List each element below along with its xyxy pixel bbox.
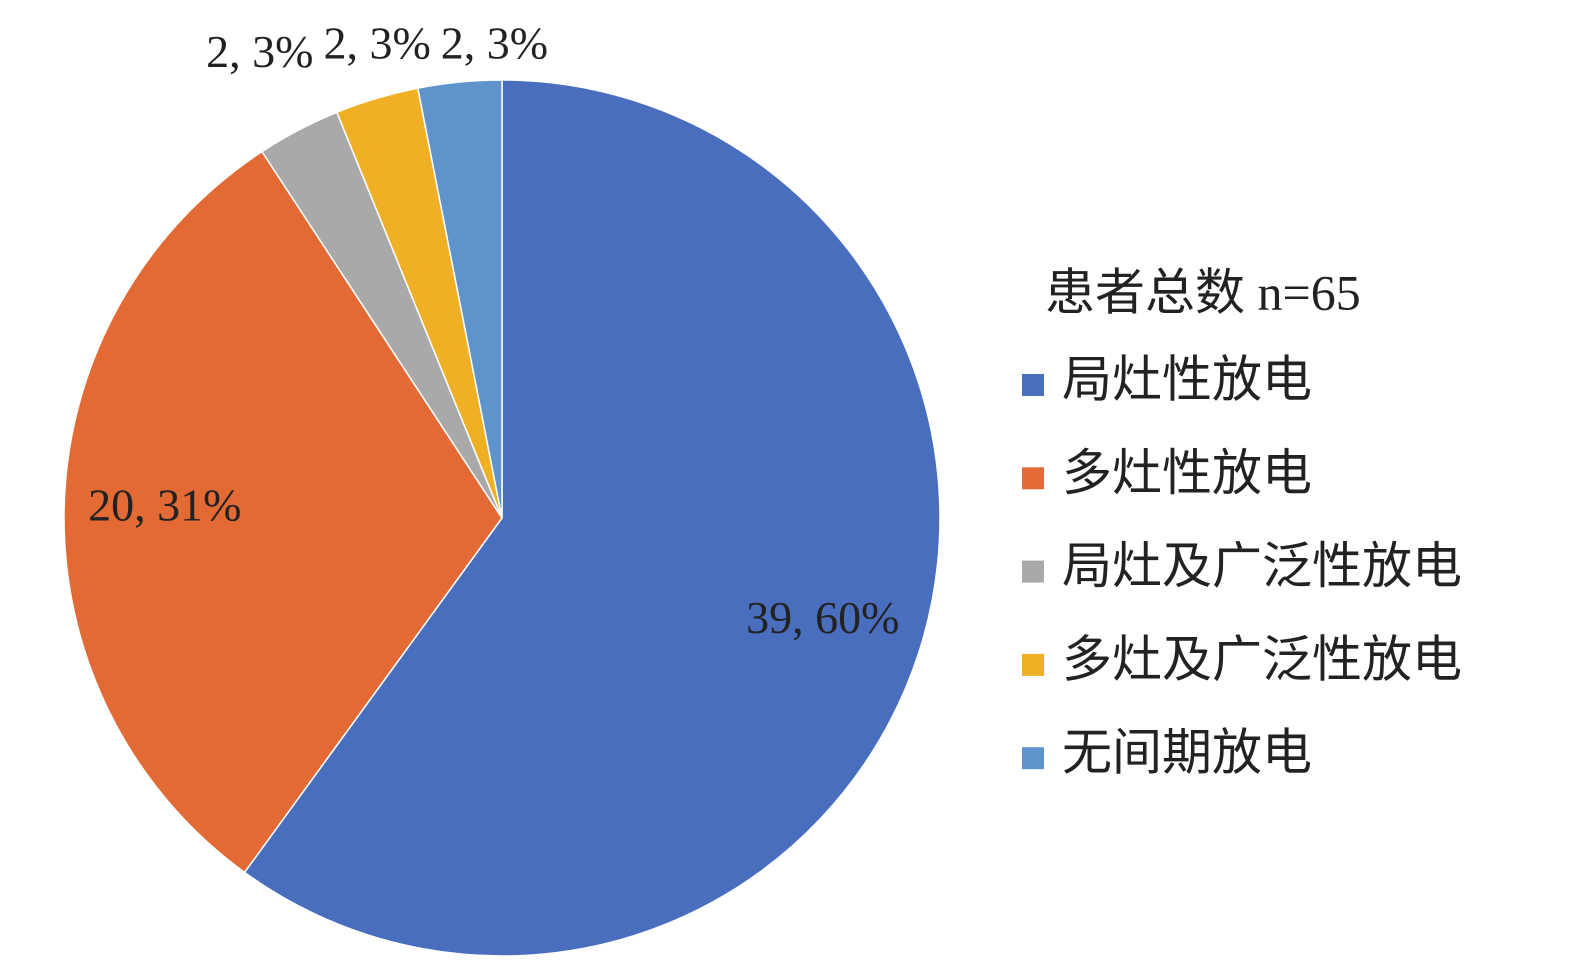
pie-slice xyxy=(63,150,503,874)
legend-swatch xyxy=(1022,374,1044,396)
pie-slice xyxy=(416,79,503,519)
legend-swatch xyxy=(1022,747,1044,770)
legend-swatch xyxy=(1022,653,1044,676)
data-label: 2, 3% xyxy=(441,18,548,69)
legend-label: 局灶性放电 xyxy=(1062,351,1312,407)
legend-label: 局灶及广泛性放电 xyxy=(1062,538,1462,594)
data-label: 20, 31% xyxy=(88,479,241,530)
legend-swatch xyxy=(1022,467,1044,490)
pie-slice xyxy=(243,79,941,957)
data-label: 2, 3% xyxy=(323,18,430,69)
legend-label: 多灶性放电 xyxy=(1062,445,1312,501)
legend-title: 患者总数 n=65 xyxy=(1045,264,1361,320)
data-label: 39, 60% xyxy=(746,592,899,643)
data-label: 2, 3% xyxy=(206,26,313,77)
legend-label: 多灶及广泛性放电 xyxy=(1062,631,1462,687)
legend-swatch xyxy=(1022,560,1044,583)
legend-label: 无间期放电 xyxy=(1062,725,1312,781)
